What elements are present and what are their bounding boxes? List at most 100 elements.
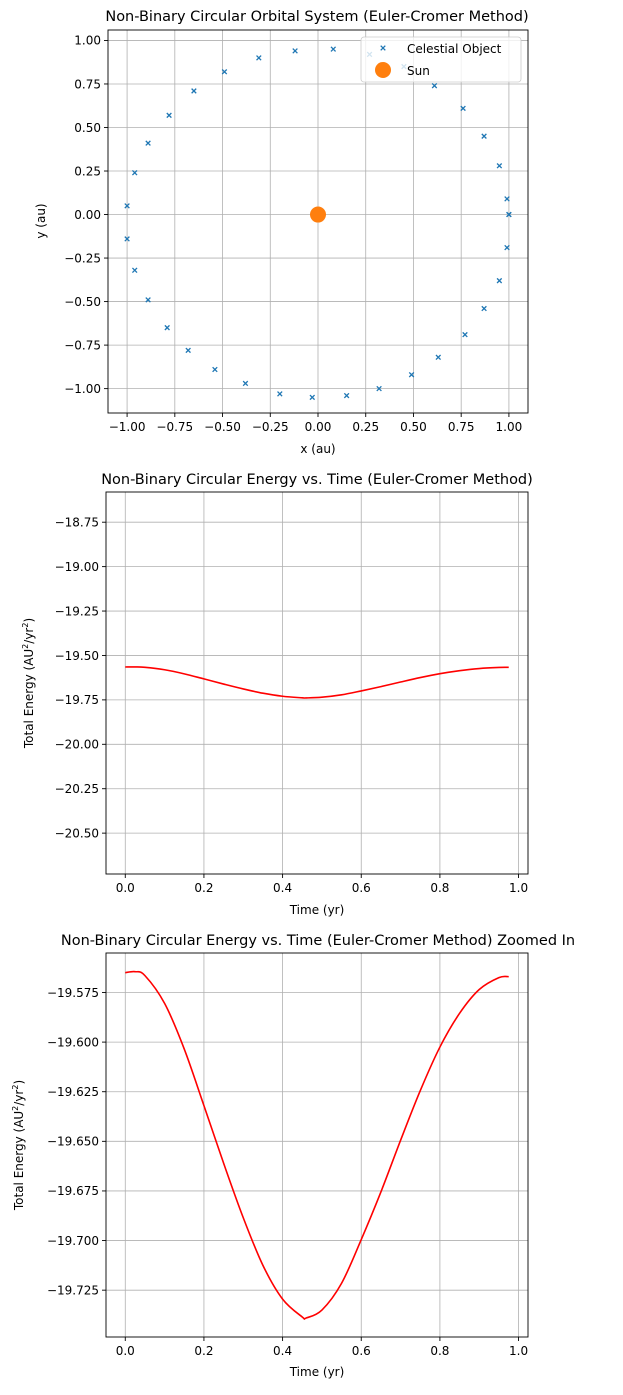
energy-zoom-y-tick-label: −19.575 — [47, 986, 99, 1000]
energy-x-axis-label: Time (yr) — [289, 903, 345, 917]
orbit-y-tick-label: −0.75 — [64, 338, 101, 352]
orbit-marks — [124, 46, 512, 401]
energy-zoom-y-tick-label: −19.625 — [47, 1085, 99, 1099]
orbit-legend-box — [360, 36, 522, 83]
orbit-y-tick-label: 0.50 — [74, 121, 101, 135]
energy-zoom-y-axis-label: Total Energy (AU2/yr2) — [11, 1080, 26, 1211]
orbit-ticks: −1.00 −0.75 −0.50 −0.25 0.00 0.25 0.50 0.75 1.00… — [64, 34, 522, 434]
orbit-point-marker — [212, 366, 218, 373]
orbit-point-marker — [131, 267, 138, 274]
orbit-point-marker — [481, 305, 487, 312]
orbit-y-tick-label: −0.25 — [64, 251, 101, 265]
orbit-point-marker — [145, 297, 151, 303]
legend-label-sun: Sun — [407, 64, 430, 78]
energy-y-label-sup-2: 2 — [21, 623, 30, 628]
energy-x-tick-label: 0.8 — [430, 881, 449, 895]
energy-series-line — [125, 666, 509, 699]
energy-x-tick-label: 0.2 — [194, 881, 213, 895]
energy-zoom-y-label-main: Total Energy (AU — [12, 1111, 26, 1211]
energy-y-tick-label: −20.00 — [55, 738, 99, 752]
energy-zoom-y-tick-label: −19.675 — [47, 1184, 99, 1198]
energy-grid — [106, 492, 528, 874]
energy-x-tick-label: 0.0 — [116, 881, 135, 895]
orbit-point-marker — [343, 392, 350, 399]
energy-zoom-x-tick-label: 0.2 — [194, 1344, 213, 1358]
energy-zoom-grid — [106, 953, 528, 1337]
orbit-point-marker — [242, 380, 249, 387]
orbit-point-marker — [164, 324, 170, 331]
energy-zoom-y-tick-label: −19.650 — [47, 1135, 99, 1149]
orbit-chart: Non-Binary Circular Orbital System (Eule… — [34, 9, 529, 456]
energy-zoom-chart: Non-Binary Circular Energy vs. Time (Eul… — [11, 933, 575, 1379]
energy-zoom-y-tick-label: −19.600 — [47, 1035, 99, 1049]
energy-y-label-end: ) — [22, 618, 36, 623]
energy-ticks: 0.0 0.2 0.4 0.6 0.8 1.0 −18.75 −19.00 −19.25 −19.… — [55, 516, 529, 895]
orbit-point-marker — [408, 371, 415, 378]
orbit-point-marker — [504, 244, 510, 251]
energy-zoom-x-tick-label: 0.4 — [273, 1344, 292, 1358]
energy-y-tick-label: −19.00 — [55, 560, 99, 574]
energy-axes-frame — [105, 491, 529, 875]
energy-y-label-mid: /yr — [22, 628, 36, 644]
orbit-x-tick-label: 1.00 — [496, 420, 523, 434]
orbit-y-tick-label: −1.00 — [64, 382, 101, 396]
legend-label-celestial-object: Celestial Object — [407, 42, 502, 56]
orbit-y-tick-label: 0.25 — [74, 164, 101, 178]
energy-y-tick-label: −18.75 — [55, 516, 99, 530]
orbit-x-tick-label: 0.50 — [400, 420, 427, 434]
energy-zoom-y-label-end: ) — [12, 1080, 26, 1085]
orbit-point-marker — [496, 277, 503, 284]
orbit-point-marker — [330, 46, 337, 52]
legend-sun-marker-icon — [375, 62, 391, 78]
energy-zoom-y-tick-label: −19.700 — [47, 1234, 99, 1248]
energy-zoom-chart-title: Non-Binary Circular Energy vs. Time (Eul… — [61, 933, 575, 949]
energy-y-axis-label: Total Energy (AU2/yr2) — [21, 618, 36, 749]
orbit-y-tick-label: 0.00 — [74, 208, 101, 222]
energy-zoom-y-label-mid: /yr — [12, 1090, 26, 1106]
energy-marks — [125, 666, 509, 699]
orbit-point-marker — [496, 163, 503, 169]
orbit-point-marker — [277, 391, 283, 397]
energy-zoom-x-tick-label: 0.0 — [116, 1344, 135, 1358]
energy-zoom-x-tick-label: 0.6 — [352, 1344, 371, 1358]
orbit-point-marker — [124, 203, 130, 209]
energy-zoom-series-line — [125, 970, 509, 1320]
energy-y-label-sup-1: 2 — [21, 644, 30, 649]
energy-zoom-x-tick-label: 0.8 — [430, 1344, 449, 1358]
orbit-x-tick-label: 0.00 — [305, 420, 332, 434]
energy-y-tick-label: −19.50 — [55, 649, 99, 663]
orbit-y-tick-label: −0.50 — [64, 295, 101, 309]
orbit-point-marker — [431, 82, 438, 89]
orbit-x-tick-label: 0.25 — [352, 420, 379, 434]
orbit-legend: Celestial Object Sun — [360, 36, 522, 83]
energy-y-tick-label: −20.50 — [55, 826, 99, 840]
energy-zoom-y-label-sup-1: 2 — [11, 1106, 20, 1111]
energy-zoom-x-tick-label: 1.0 — [509, 1344, 528, 1358]
energy-zoom-y-tick-label: −19.725 — [47, 1283, 99, 1297]
energy-zoom-x-axis-label: Time (yr) — [289, 1365, 345, 1379]
orbit-point-marker — [481, 133, 487, 139]
orbit-point-marker — [131, 169, 138, 176]
orbit-point-marker — [256, 55, 262, 61]
orbit-point-marker — [435, 354, 442, 361]
orbit-point-marker — [309, 394, 316, 401]
orbit-point-marker — [462, 331, 468, 338]
energy-zoom-y-label-sup-2: 2 — [11, 1085, 20, 1090]
energy-y-tick-label: −20.25 — [55, 782, 99, 796]
energy-x-tick-label: 0.4 — [273, 881, 292, 895]
energy-zoom-marks — [125, 970, 509, 1320]
orbit-grid — [108, 30, 528, 413]
orbit-point-marker — [292, 48, 298, 54]
energy-zoom-axes-frame — [105, 952, 529, 1338]
orbit-y-axis-label: y (au) — [34, 203, 48, 238]
orbit-point-marker — [504, 196, 510, 202]
orbit-x-tick-label: −1.00 — [109, 420, 146, 434]
orbit-point-marker — [506, 211, 512, 218]
orbit-y-tick-label: 0.75 — [74, 77, 101, 91]
energy-y-tick-label: −19.25 — [55, 604, 99, 618]
orbit-x-tick-label: −0.25 — [252, 420, 289, 434]
energy-x-tick-label: 0.6 — [352, 881, 371, 895]
orbit-x-axis-label: x (au) — [300, 442, 335, 456]
